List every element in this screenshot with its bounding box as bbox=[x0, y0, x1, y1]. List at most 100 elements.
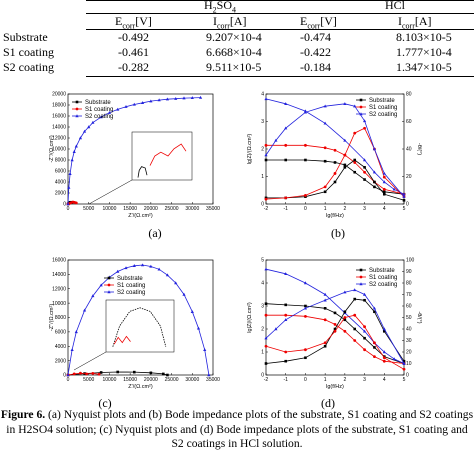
row-name: Substrate bbox=[3, 30, 48, 44]
data-point bbox=[333, 161, 337, 164]
data-point bbox=[91, 294, 95, 298]
data-point bbox=[343, 329, 347, 333]
data-point bbox=[323, 318, 327, 322]
data-point bbox=[207, 373, 211, 377]
inset-curve bbox=[137, 166, 148, 178]
data-point bbox=[182, 96, 186, 100]
data-point bbox=[373, 355, 376, 358]
y2-tick-label: 20 bbox=[406, 350, 412, 356]
data-point bbox=[99, 283, 103, 287]
data-point bbox=[264, 143, 268, 147]
data-point bbox=[343, 163, 347, 167]
series-line bbox=[67, 264, 210, 376]
data-point bbox=[362, 119, 367, 123]
data-point bbox=[87, 125, 91, 129]
y-axis-label: lg|Z|/(Ω.cm²) bbox=[247, 302, 253, 333]
data-point bbox=[72, 150, 76, 153]
data-point bbox=[353, 327, 357, 331]
data-point bbox=[402, 194, 406, 198]
y-tick-label: 0 bbox=[63, 202, 66, 208]
y-tick-label: 8000 bbox=[55, 315, 66, 321]
data-point bbox=[333, 180, 337, 184]
inset-frame bbox=[131, 131, 193, 181]
data-point bbox=[363, 170, 366, 174]
legend-entry: S2 coating bbox=[85, 114, 113, 120]
data-point bbox=[382, 327, 386, 331]
series-line bbox=[266, 144, 405, 195]
panel-a: 0 5000 10000 15000 20000 25000 30000 35000 0 2000… bbox=[44, 86, 224, 226]
data-point bbox=[116, 269, 120, 273]
legend-marker bbox=[359, 275, 363, 279]
data-point bbox=[67, 185, 71, 189]
data-point bbox=[333, 329, 337, 333]
x-tick-label: 5000 bbox=[83, 206, 94, 212]
data-point bbox=[304, 143, 307, 147]
y-tick-label: 3 bbox=[261, 304, 264, 310]
data-point bbox=[124, 104, 128, 108]
data-point bbox=[182, 292, 186, 296]
data-point bbox=[264, 197, 268, 201]
data-point bbox=[284, 313, 288, 317]
series-s2-coating-right bbox=[264, 102, 406, 198]
y-tick-label: 2 bbox=[261, 327, 264, 333]
legend-marker bbox=[359, 282, 363, 286]
data-point bbox=[363, 166, 366, 169]
nyquist-plot-hcl: 0 5000 10000 15000 20000 25000 30000 35000 0 2000… bbox=[49, 258, 220, 390]
data-point bbox=[97, 372, 101, 376]
data-point bbox=[323, 292, 327, 296]
data-point bbox=[72, 372, 76, 376]
inset-curve bbox=[149, 143, 187, 166]
data-point bbox=[99, 371, 103, 374]
col-header: Ecorr[V] bbox=[115, 14, 152, 31]
y-tick-label: 18000 bbox=[52, 103, 66, 109]
data-point bbox=[140, 101, 145, 104]
y-tick-label: 4 bbox=[261, 92, 264, 98]
data-point bbox=[362, 292, 367, 296]
data-point bbox=[303, 110, 308, 114]
y2-tick-label: 100 bbox=[406, 258, 415, 264]
y2-tick-label: 0 bbox=[406, 202, 409, 208]
y2-tick-label: 10 bbox=[406, 361, 412, 367]
data-point bbox=[363, 336, 366, 340]
data-point bbox=[264, 313, 268, 317]
data-point bbox=[174, 96, 178, 100]
data-point bbox=[353, 170, 357, 174]
legend-marker bbox=[107, 276, 111, 280]
x-tick-label: 1 bbox=[324, 206, 327, 212]
x-tick-label: -1 bbox=[283, 377, 288, 383]
series-line bbox=[265, 98, 405, 195]
series-s2-coating-right bbox=[264, 288, 406, 365]
y-tick-label: 12000 bbox=[52, 136, 66, 142]
data-point bbox=[149, 99, 153, 103]
data-point bbox=[333, 148, 337, 152]
caption-text: (a) Nyquist plots and (b) Bode impedance… bbox=[6, 408, 474, 451]
x-tick-label: 35000 bbox=[206, 206, 220, 212]
data-point bbox=[343, 138, 347, 142]
h2so4-icorr: 6.668×10-4 bbox=[206, 45, 262, 59]
x-tick-label: 35000 bbox=[206, 377, 220, 383]
data-point bbox=[363, 325, 366, 329]
data-point bbox=[363, 178, 366, 181]
y2-tick-label: 50 bbox=[406, 315, 412, 321]
data-point bbox=[402, 192, 406, 196]
data-point bbox=[353, 158, 357, 162]
legend-entry: S1 coating bbox=[85, 107, 113, 113]
data-point bbox=[363, 298, 366, 302]
legend-entry: Substrate bbox=[85, 100, 111, 106]
data-point bbox=[382, 356, 386, 360]
x-tick-label: 0 bbox=[304, 377, 307, 383]
data-point bbox=[264, 336, 268, 340]
data-point bbox=[353, 313, 357, 317]
legend-marker bbox=[107, 290, 111, 294]
x-axis-label: Z'/(Ω.cm²) bbox=[128, 384, 153, 390]
data-point bbox=[74, 144, 78, 148]
hcl-icorr: 1.777×10-4 bbox=[396, 45, 452, 59]
y-tick-label: 2 bbox=[261, 147, 264, 153]
legend-entry: Substrate bbox=[369, 98, 395, 104]
x-tick-label: -2 bbox=[264, 206, 269, 212]
x-tick-label: 0 bbox=[67, 377, 70, 383]
data-point bbox=[333, 311, 337, 315]
x-tick-label: 5000 bbox=[83, 377, 94, 383]
data-point bbox=[284, 318, 288, 321]
